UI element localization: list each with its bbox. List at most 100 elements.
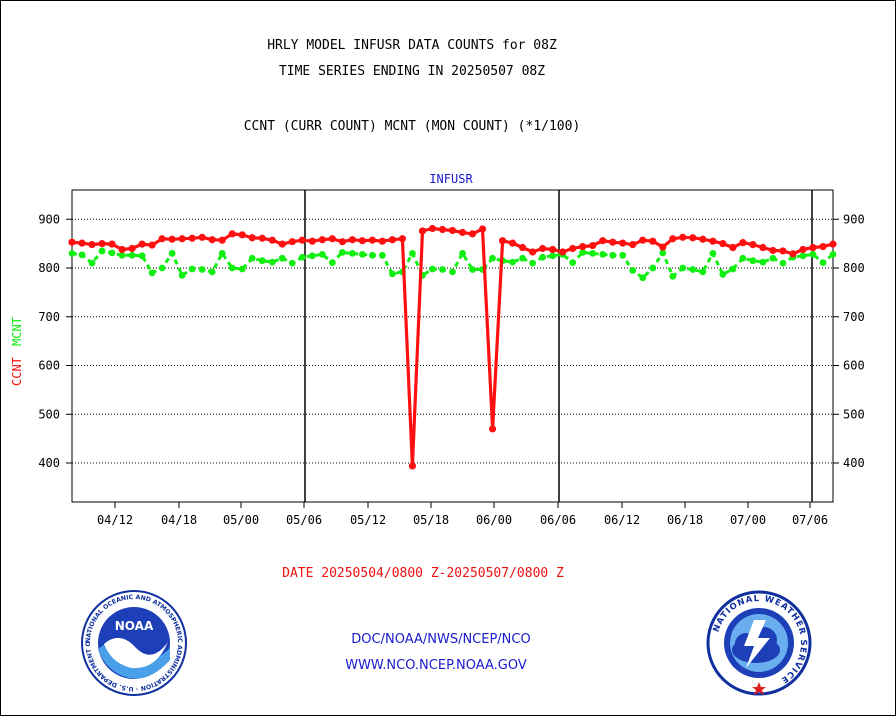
point-ccnt	[569, 244, 577, 253]
point-mcnt	[729, 265, 737, 273]
point-mcnt	[68, 249, 76, 257]
y-tick-label-right: 700	[843, 310, 865, 324]
point-mcnt	[178, 271, 186, 279]
point-mcnt	[298, 253, 306, 261]
point-mcnt	[188, 265, 196, 273]
point-ccnt	[288, 238, 296, 246]
point-mcnt	[228, 264, 236, 272]
point-ccnt	[208, 236, 216, 244]
point-mcnt	[318, 250, 326, 258]
point-mcnt	[739, 254, 747, 262]
point-ccnt	[408, 462, 417, 470]
point-mcnt	[409, 249, 416, 257]
point-ccnt	[378, 237, 387, 245]
x-tick-label: 05/12	[350, 513, 386, 527]
point-mcnt	[619, 251, 627, 259]
point-mcnt	[799, 252, 807, 260]
point-ccnt	[358, 237, 366, 245]
point-mcnt	[439, 266, 446, 273]
point-ccnt	[799, 245, 807, 254]
point-ccnt	[448, 226, 457, 235]
point-ccnt	[529, 248, 537, 256]
point-mcnt	[268, 258, 276, 266]
point-ccnt	[228, 230, 236, 238]
point-ccnt	[298, 236, 306, 244]
point-mcnt	[579, 249, 587, 256]
point-ccnt	[629, 241, 637, 249]
point-mcnt	[529, 259, 537, 267]
point-mcnt	[779, 259, 787, 267]
date-range: DATE 20250504/0800 Z-20250507/0800 Z	[282, 566, 564, 581]
point-ccnt	[158, 235, 166, 243]
point-ccnt	[458, 228, 467, 237]
point-ccnt	[559, 248, 567, 256]
x-tick-label: 06/00	[476, 513, 512, 527]
point-ccnt	[238, 231, 246, 239]
point-mcnt	[809, 250, 817, 258]
point-mcnt	[589, 249, 597, 257]
point-ccnt	[198, 233, 206, 241]
point-mcnt	[198, 266, 206, 273]
point-mcnt	[519, 254, 526, 262]
y-axis-label: CCNT MCNT	[10, 317, 24, 386]
point-ccnt	[729, 243, 737, 252]
point-ccnt	[789, 250, 797, 258]
point-ccnt	[779, 247, 787, 255]
point-mcnt	[759, 258, 767, 266]
point-mcnt	[348, 249, 356, 257]
point-ccnt	[368, 236, 376, 244]
point-ccnt	[819, 242, 827, 251]
footer-org: DOC/NOAA/NWS/NCEP/NCO	[351, 632, 531, 647]
point-mcnt	[379, 251, 386, 259]
point-mcnt	[248, 254, 256, 262]
point-mcnt	[699, 268, 707, 276]
point-ccnt	[679, 233, 687, 241]
point-mcnt	[469, 266, 476, 273]
point-mcnt	[258, 257, 266, 265]
point-mcnt	[819, 259, 827, 267]
point-ccnt	[579, 242, 587, 251]
point-mcnt	[639, 274, 647, 282]
point-mcnt	[138, 252, 146, 260]
point-ccnt	[639, 236, 647, 244]
x-tick-label: 05/00	[223, 513, 259, 527]
point-mcnt	[338, 249, 346, 256]
point-mcnt	[368, 251, 376, 259]
point-mcnt	[108, 249, 116, 257]
point-ccnt	[78, 239, 86, 247]
point-ccnt	[308, 237, 316, 245]
point-mcnt	[719, 270, 727, 278]
point-mcnt	[459, 249, 466, 257]
point-ccnt	[739, 239, 747, 247]
point-ccnt	[88, 241, 96, 249]
footer-url: WWW.NCO.NCEP.NOAA.GOV	[345, 658, 527, 673]
point-ccnt	[468, 230, 477, 238]
point-ccnt	[508, 239, 517, 247]
y-tick-label-right: 400	[843, 456, 865, 470]
point-ccnt	[348, 236, 356, 244]
point-ccnt	[699, 235, 707, 243]
point-mcnt	[208, 268, 216, 276]
y-tick-label-left: 700	[38, 310, 60, 324]
x-tick-label: 04/12	[97, 513, 133, 527]
point-ccnt	[498, 237, 507, 245]
point-mcnt	[308, 252, 316, 260]
point-ccnt	[338, 238, 346, 246]
point-mcnt	[288, 259, 296, 267]
point-ccnt	[428, 224, 437, 233]
y-tick-label-left: 600	[38, 359, 60, 373]
point-ccnt	[108, 240, 116, 248]
x-tick-label: 06/06	[540, 513, 576, 527]
y-axis-label-ccnt: CCNT	[10, 357, 24, 386]
point-mcnt	[709, 249, 717, 257]
noaa-logo: NATIONAL OCEANIC AND ATMOSPHERIC ADMINIS…	[80, 590, 187, 696]
y-tick-label-right: 600	[843, 359, 865, 373]
noaa-wordmark: NOAA	[115, 619, 154, 633]
point-ccnt	[118, 245, 126, 254]
point-mcnt	[769, 254, 777, 262]
point-ccnt	[278, 240, 286, 248]
point-ccnt	[168, 235, 176, 243]
point-ccnt	[609, 238, 617, 246]
point-ccnt	[659, 243, 667, 251]
